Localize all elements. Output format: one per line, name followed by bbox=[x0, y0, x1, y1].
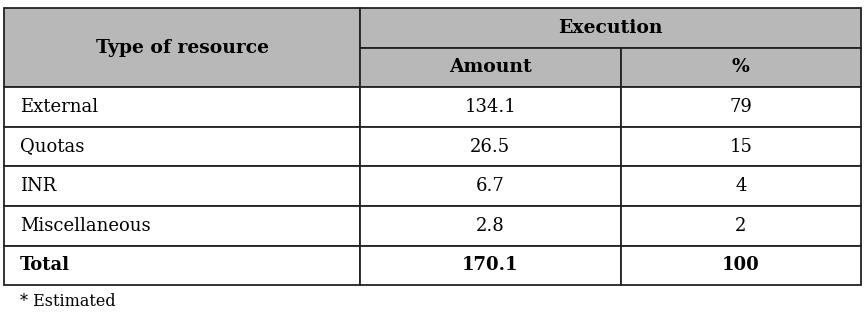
Bar bbox=[360, 246, 621, 285]
Text: Execution: Execution bbox=[558, 19, 663, 37]
Bar bbox=[360, 206, 621, 246]
Text: Type of resource: Type of resource bbox=[95, 39, 268, 57]
Bar bbox=[360, 87, 621, 127]
Bar bbox=[621, 48, 861, 87]
Text: 100: 100 bbox=[722, 256, 759, 274]
Text: Amount: Amount bbox=[449, 58, 532, 76]
Text: 26.5: 26.5 bbox=[471, 138, 510, 156]
Bar bbox=[621, 167, 861, 206]
Bar bbox=[621, 246, 861, 285]
Text: * Estimated: * Estimated bbox=[20, 293, 116, 310]
Bar bbox=[4, 167, 360, 206]
Text: 2.8: 2.8 bbox=[476, 217, 504, 235]
Text: 170.1: 170.1 bbox=[462, 256, 518, 274]
Text: 6.7: 6.7 bbox=[476, 177, 504, 195]
Text: Total: Total bbox=[20, 256, 70, 274]
Bar bbox=[621, 127, 861, 167]
Bar bbox=[360, 8, 861, 48]
Text: 2: 2 bbox=[735, 217, 746, 235]
Text: 134.1: 134.1 bbox=[465, 98, 516, 116]
Bar bbox=[4, 87, 360, 127]
Bar bbox=[4, 127, 360, 167]
Bar bbox=[4, 206, 360, 246]
Text: External: External bbox=[20, 98, 98, 116]
Text: 4: 4 bbox=[735, 177, 746, 195]
Text: INR: INR bbox=[20, 177, 56, 195]
Bar bbox=[621, 206, 861, 246]
Bar bbox=[621, 87, 861, 127]
Bar bbox=[4, 8, 360, 87]
Text: Miscellaneous: Miscellaneous bbox=[20, 217, 151, 235]
Text: %: % bbox=[732, 58, 750, 76]
Text: 15: 15 bbox=[729, 138, 753, 156]
Text: 79: 79 bbox=[729, 98, 753, 116]
Bar bbox=[4, 246, 360, 285]
Text: Quotas: Quotas bbox=[20, 138, 84, 156]
Bar bbox=[360, 48, 621, 87]
Bar bbox=[360, 127, 621, 167]
Bar bbox=[360, 167, 621, 206]
